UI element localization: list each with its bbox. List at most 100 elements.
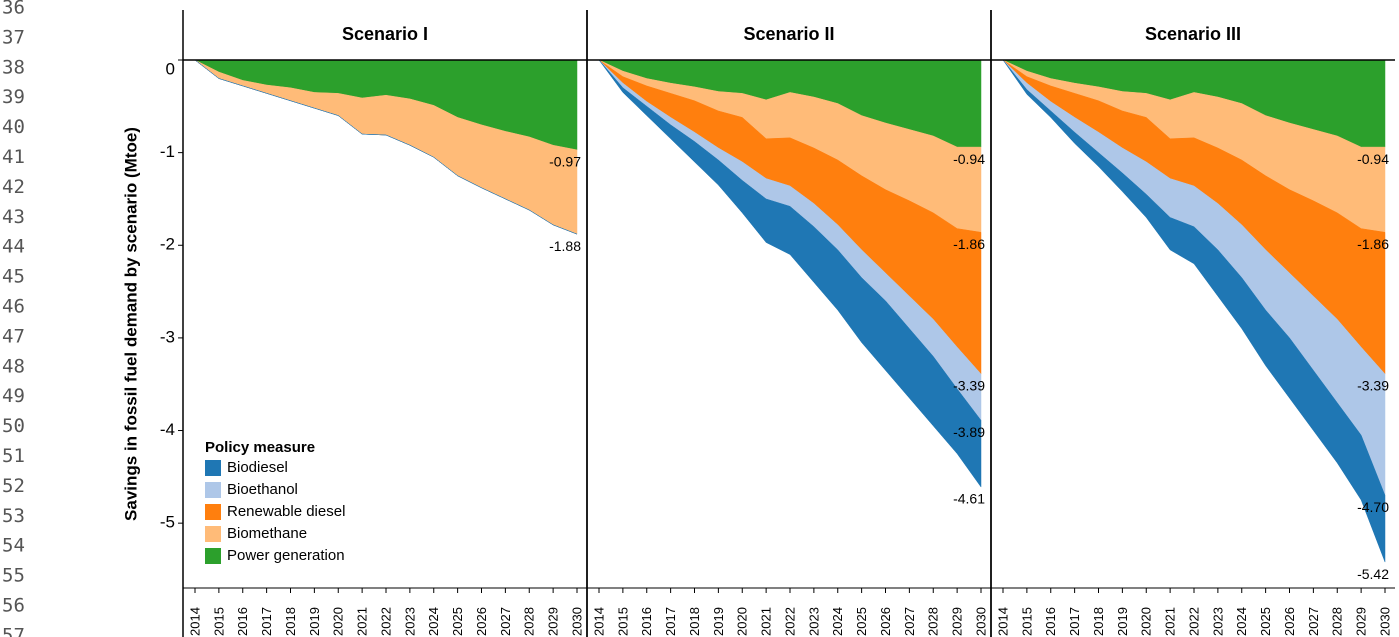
- line-number: 41: [2, 146, 25, 168]
- line-number: 37: [2, 26, 25, 48]
- line-number: 45: [2, 266, 25, 288]
- line-number: 42: [2, 176, 25, 198]
- line-number: 46: [2, 296, 25, 318]
- annotation: -3.39: [953, 378, 985, 394]
- x-tick-label: 2015: [615, 607, 630, 636]
- x-tick-label: 2026: [474, 607, 489, 636]
- x-tick-label: 2015: [1019, 607, 1034, 636]
- x-tick-label: 2025: [1258, 607, 1273, 636]
- line-number: 44: [2, 236, 25, 258]
- x-tick-label: 2021: [759, 607, 774, 636]
- x-tick-label: 2019: [1115, 607, 1130, 636]
- line-number: 36: [2, 0, 25, 19]
- x-tick-label: 2016: [235, 607, 250, 636]
- line-number: 55: [2, 565, 25, 587]
- x-tick-label: 2020: [331, 607, 346, 636]
- y-tick-label: -1: [160, 142, 175, 161]
- x-tick-label: 2022: [782, 607, 797, 636]
- x-tick-label: 2023: [402, 607, 417, 636]
- legend-label: Power generation: [227, 547, 345, 564]
- x-tick-label: 2015: [211, 607, 226, 636]
- y-tick-label: -4: [160, 420, 175, 439]
- line-number: 56: [2, 595, 25, 617]
- panel-title: Scenario III: [1145, 24, 1241, 44]
- x-tick-label: 2027: [1306, 607, 1321, 636]
- y-tick-label: 0: [166, 59, 175, 78]
- annotation: -3.89: [953, 424, 985, 440]
- x-tick-label: 2029: [950, 607, 965, 636]
- line-number: 43: [2, 206, 25, 228]
- legend-title: Policy measure: [205, 439, 315, 456]
- legend-swatch: [205, 526, 221, 542]
- x-tick-label: 2022: [378, 607, 393, 636]
- x-tick-label: 2028: [522, 607, 537, 636]
- x-tick-label: 2025: [450, 607, 465, 636]
- x-tick-label: 2029: [546, 607, 561, 636]
- x-tick-label: 2025: [854, 607, 869, 636]
- legend-label: Biodiesel: [227, 459, 288, 476]
- x-tick-label: 2026: [878, 607, 893, 636]
- x-tick-label: 2016: [639, 607, 654, 636]
- x-tick-label: 2018: [283, 607, 298, 636]
- annotation: -1.86: [1357, 236, 1389, 252]
- legend-swatch: [205, 460, 221, 476]
- x-tick-label: 2014: [187, 607, 202, 636]
- y-axis-label: Savings in fossil fuel demand by scenari…: [121, 127, 140, 521]
- annotation: -4.70: [1357, 499, 1389, 515]
- x-tick-label: 2021: [355, 607, 370, 636]
- x-tick-label: 2030: [569, 607, 584, 636]
- x-tick-label: 2017: [1067, 607, 1082, 636]
- panel-title: Scenario II: [743, 24, 834, 44]
- line-number: 39: [2, 86, 25, 108]
- x-tick-label: 2030: [1377, 607, 1392, 636]
- line-number: 53: [2, 505, 25, 527]
- x-tick-label: 2021: [1163, 607, 1178, 636]
- panel-title: Scenario I: [342, 24, 428, 44]
- y-tick-label: -3: [160, 327, 175, 346]
- area: [194, 59, 578, 235]
- line-number: 38: [2, 56, 25, 78]
- x-tick-label: 2019: [307, 607, 322, 636]
- line-number: 40: [2, 116, 25, 138]
- line-number: 57: [2, 624, 25, 637]
- x-tick-label: 2017: [663, 607, 678, 636]
- line-number: 51: [2, 445, 25, 467]
- legend-swatch: [205, 504, 221, 520]
- x-tick-label: 2024: [1234, 607, 1249, 636]
- area: [598, 59, 982, 488]
- x-tick-label: 2016: [1043, 607, 1058, 636]
- line-number: 47: [2, 325, 25, 347]
- line-number: 49: [2, 385, 25, 407]
- x-tick-label: 2027: [498, 607, 513, 636]
- x-tick-label: 2014: [591, 607, 606, 636]
- line-number: 50: [2, 415, 25, 437]
- legend-label: Renewable diesel: [227, 503, 345, 520]
- annotation: -4.61: [953, 491, 985, 507]
- x-tick-label: 2028: [926, 607, 941, 636]
- legend-label: Biomethane: [227, 525, 307, 542]
- annotation: -1.88: [549, 238, 581, 254]
- line-number: 48: [2, 355, 25, 377]
- area: [1002, 59, 1386, 563]
- x-tick-label: 2022: [1186, 607, 1201, 636]
- x-tick-label: 2026: [1282, 607, 1297, 636]
- annotation: -1.86: [953, 236, 985, 252]
- x-tick-label: 2027: [902, 607, 917, 636]
- x-tick-label: 2030: [973, 607, 988, 636]
- x-tick-label: 2023: [806, 607, 821, 636]
- line-number: 52: [2, 475, 25, 497]
- x-tick-label: 2024: [830, 607, 845, 636]
- x-tick-label: 2017: [259, 607, 274, 636]
- x-tick-label: 2018: [687, 607, 702, 636]
- x-tick-label: 2020: [735, 607, 750, 636]
- annotation: -0.94: [953, 151, 985, 167]
- y-tick-label: -2: [160, 235, 175, 254]
- annotation: -3.39: [1357, 378, 1389, 394]
- x-tick-label: 2024: [426, 607, 441, 636]
- x-tick-label: 2020: [1139, 607, 1154, 636]
- x-tick-label: 2028: [1330, 607, 1345, 636]
- x-tick-label: 2029: [1354, 607, 1369, 636]
- annotation: -0.97: [549, 154, 581, 170]
- annotation: -0.94: [1357, 151, 1389, 167]
